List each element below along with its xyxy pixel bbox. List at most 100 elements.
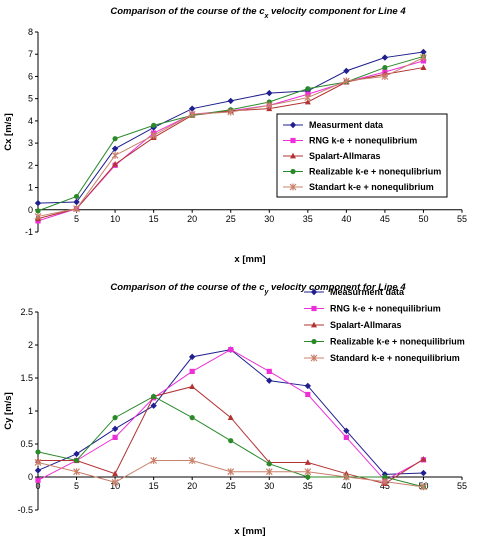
data-point (343, 434, 349, 440)
data-point (189, 368, 195, 374)
y-axis-label: Cx [m/s] (3, 113, 14, 150)
data-point (111, 425, 119, 433)
data-point (304, 382, 312, 390)
legend-marker (289, 121, 297, 129)
x-tick-label: 5 (74, 214, 79, 224)
data-point (73, 468, 80, 476)
data-point (305, 86, 311, 92)
legend-entry: Measurment data (330, 287, 405, 297)
data-point (305, 391, 311, 398)
y-tick-label: 5 (28, 94, 33, 104)
data-point (420, 469, 427, 477)
data-point (342, 77, 350, 85)
legend-marker (290, 137, 296, 144)
x-tick-label: 20 (187, 214, 197, 224)
data-point (228, 438, 234, 444)
legend-marker (311, 305, 317, 312)
x-tick-label: 15 (149, 481, 159, 491)
data-point (150, 457, 158, 464)
x-tick-label: 55 (457, 481, 467, 491)
data-point (304, 98, 311, 105)
chart-title: Comparison of the course of the cx veloc… (110, 6, 406, 20)
data-point (35, 208, 41, 214)
y-tick-label: 2 (28, 340, 33, 350)
x-tick-label: 25 (226, 214, 236, 224)
series-line (37, 349, 424, 475)
x-axis-label: x [mm] (234, 254, 265, 265)
data-point (227, 414, 234, 420)
legend-marker (290, 168, 296, 175)
x-tick-label: 40 (341, 481, 351, 491)
legend-entry: Realizable k-e + nonequlibrium (309, 167, 441, 177)
data-point (35, 449, 41, 455)
data-point (382, 474, 388, 480)
data-point (227, 468, 235, 476)
legend-entry: Measurment data (309, 120, 384, 130)
legend-marker (311, 338, 317, 345)
data-point (343, 427, 350, 434)
x-tick-label: 10 (110, 214, 120, 224)
legend-entry: RNG k-e + nonequlibrium (309, 136, 417, 146)
legend-entry: RNG k-e + nonequilibrium (330, 304, 441, 314)
data-point (188, 105, 196, 112)
y-tick-label: 2.5 (20, 307, 33, 317)
x-tick-label: 20 (187, 481, 197, 491)
data-point (382, 64, 388, 71)
data-point (420, 54, 427, 62)
data-point (304, 468, 312, 476)
data-point (381, 478, 389, 486)
legend-marker (289, 183, 297, 191)
data-point (73, 205, 80, 213)
data-point (420, 48, 427, 56)
data-point (188, 353, 196, 361)
data-point (34, 212, 42, 220)
data-point (112, 136, 118, 142)
x-tick-label: 45 (380, 214, 390, 224)
data-point (73, 457, 80, 464)
data-point (265, 101, 273, 109)
x-tick-label: 25 (226, 481, 236, 491)
y-tick-label: 0 (28, 472, 33, 482)
data-point (265, 468, 273, 476)
data-point (343, 67, 350, 75)
y-tick-label: 4 (28, 116, 33, 126)
data-point (150, 131, 158, 139)
cy-velocity-chart: Comparison of the course of the cy veloc… (3, 282, 467, 537)
chart-title: Comparison of the course of the cy veloc… (110, 282, 406, 296)
data-point (112, 415, 118, 421)
series-4 (34, 54, 427, 220)
y-tick-label: 1 (28, 183, 33, 193)
y-tick-label: 7 (28, 49, 33, 59)
legend-entry: Spalart-Allmaras (309, 151, 381, 161)
data-point (188, 110, 196, 118)
x-tick-label: 0 (35, 481, 40, 491)
x-tick-label: 30 (264, 214, 274, 224)
data-point (151, 122, 157, 128)
data-point (305, 474, 311, 480)
data-point (266, 89, 273, 97)
x-tick-label: 35 (303, 481, 313, 491)
data-point (34, 199, 42, 207)
data-point (228, 347, 234, 353)
data-point (151, 393, 157, 400)
legend-entry: Standard k-e + nonequilibrium (330, 353, 460, 363)
data-point (381, 54, 389, 61)
data-point (34, 467, 42, 474)
data-point (111, 145, 119, 152)
legend-entry: Realizable k-e + nonequilibrium (330, 337, 465, 347)
data-point (266, 368, 272, 374)
legend-marker (290, 152, 296, 159)
legend-box (276, 113, 448, 198)
series-4 (34, 457, 427, 491)
x-tick-label: 15 (149, 214, 159, 224)
legend: Measurment data RNG k-e + nonequlibrium Sp… (276, 113, 448, 198)
y-tick-label: 3 (28, 138, 33, 148)
legend: Measurment data RNG k-e + nonequilibrium S… (304, 287, 465, 363)
x-tick-label: 40 (341, 214, 351, 224)
data-point (150, 402, 157, 409)
y-tick-label: 1 (28, 406, 33, 416)
x-axis-label: x [mm] (234, 526, 265, 537)
data-point (188, 457, 196, 464)
data-point (420, 64, 427, 70)
data-point (34, 458, 42, 466)
